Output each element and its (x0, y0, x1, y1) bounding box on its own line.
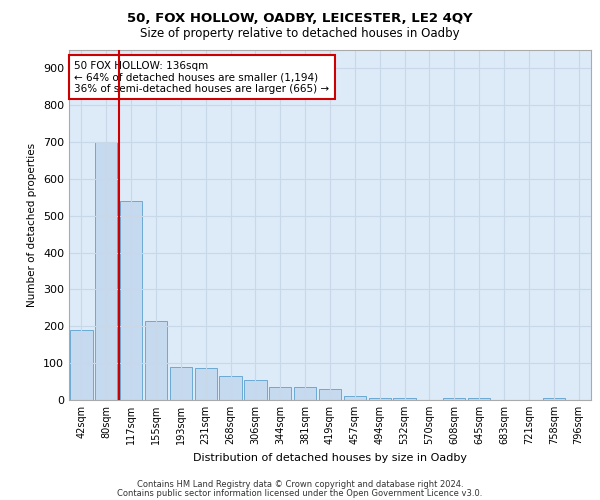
Bar (95, 142, 118, 400)
Text: Size of property relative to detached houses in Oadby: Size of property relative to detached ho… (140, 28, 460, 40)
Bar (194, 368, 217, 400)
Bar (269, 387, 292, 400)
Bar (120, 201, 142, 400)
X-axis label: Distribution of detached houses by size in Oadby: Distribution of detached houses by size … (193, 452, 467, 462)
Bar (145, 321, 167, 400)
Y-axis label: Number of detached properties: Number of detached properties (28, 143, 37, 307)
Bar (170, 367, 192, 400)
Bar (344, 396, 366, 400)
Bar (319, 389, 341, 400)
Bar (443, 398, 466, 400)
Text: Contains HM Land Registry data © Crown copyright and database right 2024.: Contains HM Land Registry data © Crown c… (137, 480, 463, 489)
Text: Contains public sector information licensed under the Open Government Licence v3: Contains public sector information licen… (118, 488, 482, 498)
Bar (394, 398, 416, 400)
Bar (294, 387, 316, 400)
Bar (220, 376, 242, 400)
Bar (468, 398, 490, 400)
Bar (542, 398, 565, 400)
Text: 50, FOX HOLLOW, OADBY, LEICESTER, LE2 4QY: 50, FOX HOLLOW, OADBY, LEICESTER, LE2 4Q… (127, 12, 473, 26)
Bar (70, 330, 92, 400)
Text: 50 FOX HOLLOW: 136sqm
← 64% of detached houses are smaller (1,194)
36% of semi-d: 50 FOX HOLLOW: 136sqm ← 64% of detached … (74, 60, 329, 94)
Bar (244, 380, 266, 400)
Bar (368, 398, 391, 400)
